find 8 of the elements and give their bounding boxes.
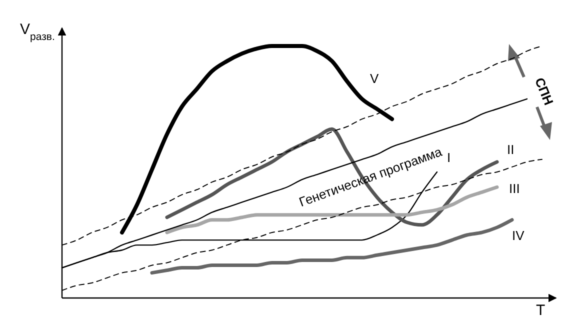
series-label: III <box>509 181 520 196</box>
series-label: I <box>447 150 451 165</box>
series-label: II <box>507 142 514 157</box>
annotation: СПН <box>532 75 556 108</box>
series-label: IV <box>512 228 525 243</box>
series-label: V <box>370 71 379 86</box>
x-axis-title: T <box>536 302 546 319</box>
y-axis-title: V$_{разв.}$ <box>20 21 55 43</box>
